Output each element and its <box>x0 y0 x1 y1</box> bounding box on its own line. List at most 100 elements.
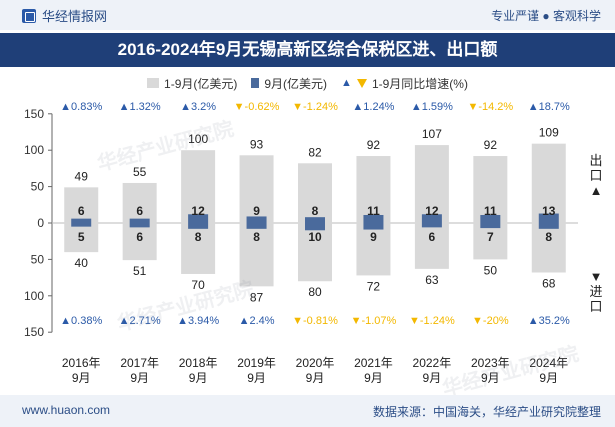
x-tick-label: 2019年 9月 <box>237 356 276 385</box>
legend-label-monthly: 9月(亿美元) <box>264 76 328 91</box>
bar-export-cumulative <box>531 143 566 223</box>
brand-logo-icon <box>22 8 36 23</box>
label-import-month: 6 <box>136 230 143 244</box>
bar-export-month <box>246 216 267 223</box>
legend-down-triangle-icon <box>356 78 367 88</box>
footer: www.huaon.com 数据来源：中国海关，华经产业研究院整理 <box>0 395 615 427</box>
bar-export-cumulative <box>473 156 508 223</box>
legend-swatch-cumulative <box>147 78 160 88</box>
y-tick-label: 50 <box>31 180 45 194</box>
label-import-growth: ▼-1.24% <box>409 315 455 327</box>
bar-import-cumulative <box>473 223 508 260</box>
label-export-month: 6 <box>78 204 85 218</box>
brand[interactable]: 华经情报网 <box>22 6 107 25</box>
label-export-growth: ▲3.2% <box>180 101 216 113</box>
x-tick-label: 2021年 9月 <box>354 356 393 385</box>
legend-item-cumulative: 1-9月(亿美元) <box>147 75 237 92</box>
label-import-cumulative: 80 <box>308 285 322 299</box>
legend-label-growth: 1-9月同比增速(%) <box>371 76 468 91</box>
label-export-growth: ▲0.83% <box>60 101 102 113</box>
label-import-month: 8 <box>195 230 202 244</box>
label-import-month: 10 <box>308 230 322 244</box>
label-import-cumulative: 51 <box>133 264 147 278</box>
y-tick-label: 0 <box>37 216 44 230</box>
label-export-growth: ▲1.24% <box>352 101 394 113</box>
label-import-cumulative: 72 <box>367 279 381 293</box>
x-tick-label: 2022年 9月 <box>413 356 452 385</box>
bar-import-cumulative <box>181 223 216 274</box>
bar-import-month <box>188 223 209 229</box>
bar-export-cumulative <box>181 150 216 223</box>
label-export-cumulative: 107 <box>422 127 442 141</box>
label-export-month: 11 <box>484 204 497 218</box>
label-import-cumulative: 68 <box>542 277 556 291</box>
bar-import-month <box>363 223 384 230</box>
label-export-month: 6 <box>136 204 143 218</box>
y-tick-label: 50 <box>31 252 45 266</box>
x-tick-label: 2017年 9月 <box>120 356 159 385</box>
footer-url[interactable]: www.huaon.com <box>22 403 111 417</box>
chart-area: 150 100 50 0 50 100 150 出口▲ ▼进口 49 40 6 5 ▲0.83% ▲0.38… <box>24 101 603 385</box>
label-export-cumulative: 82 <box>308 145 322 159</box>
label-import-cumulative: 87 <box>250 290 264 304</box>
bar-import-month <box>246 223 267 229</box>
x-tick-label: 2018年 9月 <box>179 356 218 385</box>
label-import-month: 8 <box>545 230 552 244</box>
top-bar: 华经情报网 专业严谨 ● 客观科学 <box>0 0 615 30</box>
y-tick-label: 100 <box>24 143 44 157</box>
bar-import-cumulative <box>531 223 566 273</box>
x-tick-label: 2016年 9月 <box>62 356 101 385</box>
label-export-growth: ▲1.59% <box>411 101 453 113</box>
bar-import-cumulative <box>414 223 449 269</box>
label-export-month: 13 <box>542 204 556 218</box>
label-export-growth: ▼-1.24% <box>292 101 338 113</box>
bar-import-month <box>480 223 501 229</box>
label-export-cumulative: 49 <box>75 169 89 183</box>
bar-import-cumulative <box>122 223 157 261</box>
legend-item-growth: ▲ 1-9月同比增速(%) <box>341 75 468 92</box>
label-export-month: 12 <box>425 204 439 218</box>
bar-export-month <box>305 217 325 223</box>
x-tick-label: 2023年 9月 <box>471 356 510 385</box>
label-import-month: 6 <box>429 230 436 244</box>
import-side-label: ▼进口 <box>589 269 602 314</box>
label-import-cumulative: 70 <box>191 278 205 292</box>
bar-export-month <box>71 218 92 223</box>
label-export-cumulative: 92 <box>367 138 381 152</box>
label-import-growth: ▼-1.07% <box>351 315 397 327</box>
chart-title: 2016-2024年9月无锡高新区综合保税区进、出口额 <box>0 33 615 67</box>
label-export-cumulative: 92 <box>484 138 498 152</box>
bar-export-cumulative <box>414 145 449 223</box>
label-import-cumulative: 40 <box>75 256 89 270</box>
bar-import-cumulative <box>356 223 391 276</box>
bar-import-month <box>421 223 442 228</box>
label-import-cumulative: 50 <box>484 263 498 277</box>
label-import-month: 9 <box>370 230 377 244</box>
bar-export-cumulative <box>239 155 274 223</box>
label-export-month: 8 <box>312 204 319 218</box>
label-export-month: 12 <box>191 204 205 218</box>
label-export-month: 11 <box>367 204 380 218</box>
label-import-growth: ▲3.94% <box>177 315 219 327</box>
label-import-growth: ▲35.2% <box>528 315 570 327</box>
bar-import-month <box>305 223 325 231</box>
bar-import-cumulative <box>239 223 274 287</box>
bar-export-month <box>363 214 384 223</box>
slogan: 专业严谨 ● 客观科学 <box>491 9 601 23</box>
bar-export-cumulative <box>64 187 99 223</box>
label-import-growth: ▲0.38% <box>60 315 102 327</box>
label-export-cumulative: 93 <box>250 137 264 151</box>
bar-import-cumulative <box>64 223 99 253</box>
label-import-growth: ▼-0.81% <box>292 315 338 327</box>
label-import-cumulative: 63 <box>425 273 439 287</box>
bar-import-cumulative <box>298 223 332 282</box>
bar-export-cumulative <box>122 182 157 223</box>
bar-import-month <box>129 223 150 228</box>
y-tick-label: 150 <box>24 107 44 121</box>
bar-import-month <box>538 223 559 229</box>
label-export-cumulative: 55 <box>133 165 147 179</box>
bar-export-month <box>129 218 150 223</box>
bar-import-month <box>71 223 92 227</box>
bar-export-cumulative <box>356 156 391 223</box>
bar-export-month <box>188 214 209 223</box>
